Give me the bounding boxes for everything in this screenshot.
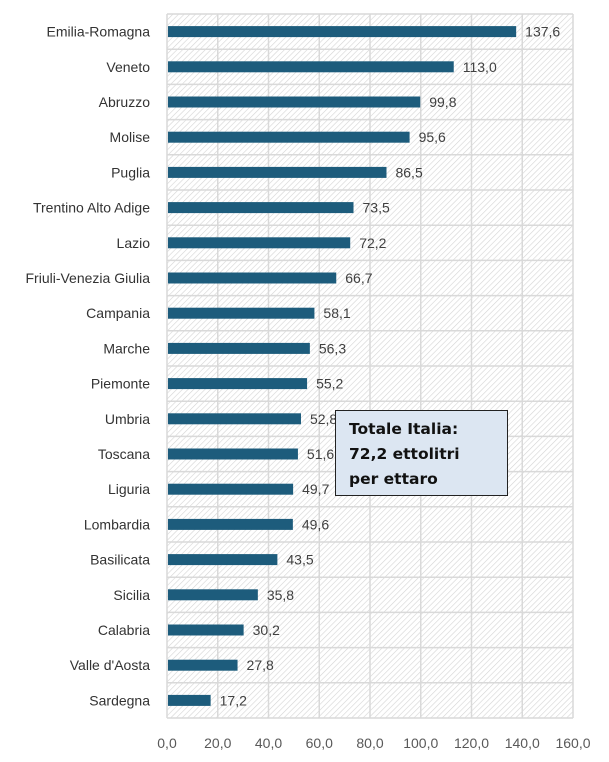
- data-label: 35,8: [267, 587, 294, 603]
- category-label: Veneto: [106, 59, 150, 75]
- bar-molise: [168, 131, 410, 143]
- bar-umbria: [168, 413, 301, 425]
- annotation-line-3: per ettaro: [349, 470, 438, 488]
- x-tick-label: 100,0: [403, 735, 438, 751]
- x-tick-label: 140,0: [505, 735, 540, 751]
- data-label: 49,7: [302, 481, 329, 497]
- x-tick-label: 80,0: [356, 735, 383, 751]
- bar-friuli-venezia-giulia: [168, 272, 337, 284]
- category-label: Lazio: [117, 235, 151, 251]
- category-label: Basilicata: [90, 552, 150, 568]
- category-label: Calabria: [98, 622, 150, 638]
- category-label: Emilia-Romagna: [47, 24, 151, 40]
- bar-toscana: [168, 448, 298, 460]
- category-label: Friuli-Venezia Giulia: [26, 270, 151, 286]
- x-tick-label: 40,0: [255, 735, 282, 751]
- data-label: 30,2: [253, 622, 280, 638]
- category-label: Sardegna: [89, 692, 150, 708]
- category-label: Sicilia: [113, 587, 150, 603]
- total-italia-annotation: Totale Italia: 72,2 ettolitri per ettaro: [335, 410, 508, 496]
- x-tick-label: 160,0: [555, 735, 590, 751]
- bar-lazio: [168, 237, 351, 249]
- data-label: 95,6: [419, 129, 446, 145]
- category-label: Marche: [103, 340, 150, 356]
- bar-veneto: [168, 61, 454, 73]
- data-label: 56,3: [319, 340, 346, 356]
- x-tick-label: 0,0: [157, 735, 177, 751]
- bar-calabria: [168, 624, 244, 636]
- category-label: Trentino Alto Adige: [33, 200, 150, 216]
- data-label: 55,2: [316, 376, 343, 392]
- data-label: 72,2: [359, 235, 386, 251]
- x-tick-label: 120,0: [454, 735, 489, 751]
- data-label: 43,5: [286, 552, 313, 568]
- bar-sardegna: [168, 694, 211, 706]
- data-label: 52,8: [310, 411, 337, 427]
- bar-trentino-alto-adige: [168, 202, 354, 214]
- data-label: 49,6: [302, 516, 329, 532]
- data-label: 86,5: [395, 164, 422, 180]
- bar-marche: [168, 342, 310, 354]
- category-label: Valle d'Aosta: [70, 657, 150, 673]
- category-label: Piemonte: [91, 376, 150, 392]
- data-label: 73,5: [363, 200, 390, 216]
- data-label: 99,8: [429, 94, 456, 110]
- bar-lombardia: [168, 518, 293, 530]
- bar-sicilia: [168, 589, 258, 601]
- bar-emilia-romagna: [168, 26, 517, 38]
- bar-liguria: [168, 483, 294, 495]
- data-label: 51,6: [307, 446, 334, 462]
- category-label: Liguria: [108, 481, 150, 497]
- bar-basilicata: [168, 554, 278, 566]
- category-label: Molise: [110, 129, 151, 145]
- data-label: 66,7: [345, 270, 372, 286]
- bar-puglia: [168, 166, 387, 178]
- bar-valle-d-aosta: [168, 659, 238, 671]
- bar-abruzzo: [168, 96, 421, 108]
- category-label: Umbria: [105, 411, 150, 427]
- bar-campania: [168, 307, 315, 319]
- annotation-line-2: 72,2 ettolitri: [349, 445, 460, 463]
- data-label: 137,6: [525, 24, 560, 40]
- category-label: Puglia: [111, 164, 150, 180]
- category-label: Toscana: [98, 446, 150, 462]
- data-label: 58,1: [323, 305, 350, 321]
- x-tick-label: 20,0: [204, 735, 231, 751]
- category-label: Lombardia: [84, 516, 150, 532]
- annotation-line-1: Totale Italia:: [349, 420, 459, 438]
- category-label: Abruzzo: [99, 94, 151, 110]
- x-tick-label: 60,0: [306, 735, 333, 751]
- category-label: Campania: [86, 305, 150, 321]
- data-label: 27,8: [247, 657, 274, 673]
- data-label: 17,2: [220, 692, 247, 708]
- data-label: 113,0: [463, 59, 497, 75]
- bar-piemonte: [168, 378, 308, 390]
